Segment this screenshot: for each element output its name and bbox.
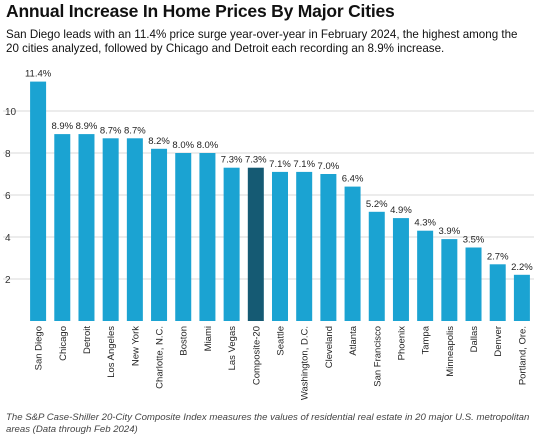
data-label: 8.0%	[197, 140, 219, 151]
y-tick-label: 4	[5, 233, 11, 244]
data-label: 2.2%	[511, 262, 533, 273]
bar	[199, 153, 216, 321]
bar	[30, 81, 47, 321]
data-label: 8.7%	[100, 125, 122, 136]
data-label: 5.2%	[366, 199, 388, 210]
bar	[272, 171, 288, 321]
category-label: Seattle	[276, 326, 287, 356]
category-label: Phoenix	[396, 326, 407, 361]
bar	[392, 218, 409, 321]
data-label: 4.3%	[414, 218, 436, 229]
category-label: San Francisco	[372, 326, 383, 387]
data-label: 2.7%	[487, 251, 509, 262]
bar	[247, 167, 264, 321]
category-label: Boston	[179, 326, 190, 356]
bar	[489, 264, 506, 321]
data-label: 11.4%	[25, 69, 52, 80]
y-tick-label: 6	[5, 191, 11, 202]
category-label: Charlotte, N.C.	[155, 326, 166, 389]
bar	[320, 174, 337, 321]
category-label: New York	[130, 326, 141, 366]
category-label: Las Vegas	[227, 326, 238, 371]
bar	[344, 186, 361, 321]
data-label: 8.9%	[76, 121, 98, 132]
bar	[368, 211, 385, 321]
chart-footnote: The S&P Case-Shiller 20-City Composite I…	[6, 412, 530, 435]
bar	[441, 239, 458, 321]
data-label: 8.0%	[172, 140, 194, 151]
category-label: Chicago	[58, 326, 69, 361]
category-label: Tampa	[421, 325, 432, 354]
chart-title: Annual Increase In Home Prices By Major …	[6, 1, 395, 21]
data-label: 8.9%	[51, 121, 73, 132]
bar	[54, 134, 71, 321]
y-tick-label: 10	[5, 107, 17, 118]
category-label: Denver	[493, 326, 504, 357]
bar	[175, 153, 192, 321]
bar	[126, 138, 143, 321]
bar	[102, 138, 119, 321]
category-label: Los Angeles	[106, 326, 117, 378]
category-label: Atlanta	[348, 325, 359, 355]
category-label: Detroit	[82, 326, 93, 354]
y-tick-label: 2	[5, 275, 11, 286]
category-label: Miami	[203, 326, 214, 351]
data-label: 6.4%	[342, 174, 364, 185]
category-label: Dallas	[469, 326, 480, 353]
y-tick-label: 8	[5, 149, 11, 160]
data-label: 7.3%	[245, 155, 267, 166]
category-label: San Diego	[34, 326, 45, 370]
data-label: 8.2%	[148, 136, 170, 147]
data-label: 4.9%	[390, 205, 412, 216]
category-label: Washington, D.C.	[300, 326, 311, 400]
bar	[417, 230, 434, 321]
bar	[465, 247, 482, 321]
bar	[78, 134, 95, 321]
bar	[151, 148, 168, 321]
bar-chart: 2 4 6 8 10 11.4% San Diego 8.9% Chicago 8.9% Detro…	[3, 69, 534, 400]
data-label: 8.7%	[124, 125, 146, 136]
category-label: Cleveland	[324, 326, 335, 368]
data-label: 7.1%	[269, 159, 291, 170]
category-label: Composite-20	[251, 326, 262, 385]
category-label: Minneapolis	[445, 326, 456, 377]
chart-subtitle: San Diego leads with an 11.4% price surg…	[6, 28, 518, 55]
category-label: Portland, Ore.	[517, 326, 528, 385]
data-label: 7.0%	[318, 161, 340, 172]
bar	[513, 274, 530, 321]
data-label: 3.5%	[463, 235, 485, 246]
bar	[223, 167, 240, 321]
data-label: 7.3%	[221, 155, 243, 166]
bar	[296, 171, 313, 321]
data-label: 7.1%	[293, 159, 315, 170]
data-label: 3.9%	[439, 226, 461, 237]
